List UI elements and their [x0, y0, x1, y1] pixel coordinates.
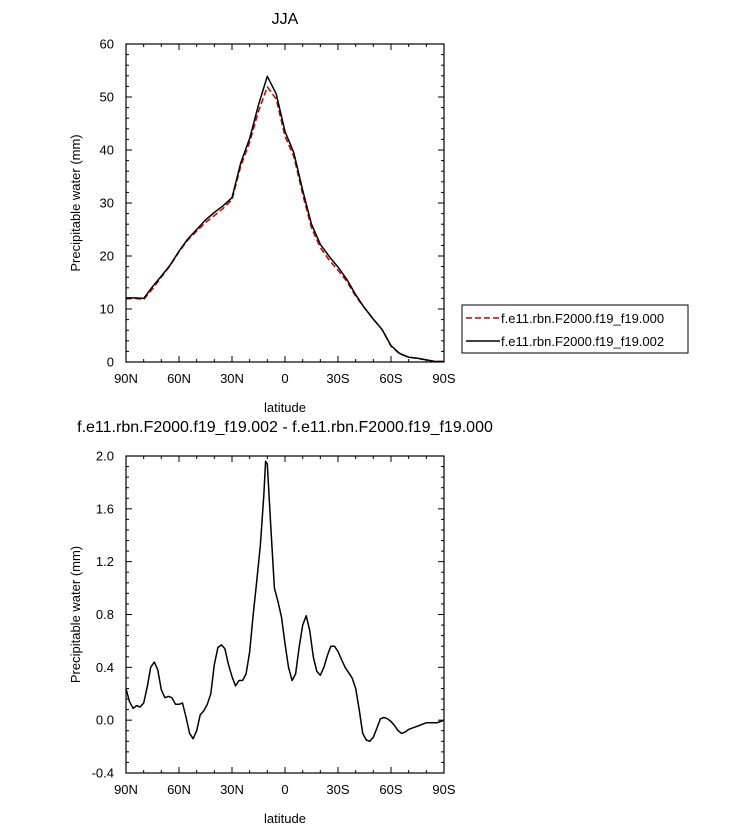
series-line-1	[125, 460, 445, 743]
x-tick-label: 0	[281, 371, 288, 386]
chart-2: f.e11.rbn.F2000.f19_f19.002 - f.e11.rbn.…	[68, 419, 493, 826]
x-axis-label: latitude	[264, 811, 306, 826]
x-tick-label: 30S	[326, 371, 349, 386]
y-tick-label: 10	[100, 302, 114, 317]
x-tick-label: 30N	[220, 782, 244, 797]
legend-box	[461, 304, 689, 354]
legend: f.e11.rbn.F2000.f19_f19.000 f.e11.rbn.F20…	[461, 304, 689, 354]
y-axis-label: Precipitable water (mm)	[68, 134, 83, 271]
x-tick-label: 60S	[379, 371, 402, 386]
x-tick-label: 90S	[432, 782, 455, 797]
y-tick-label: 20	[100, 249, 114, 264]
y-axis-label: Precipitable water (mm)	[68, 546, 83, 683]
x-tick-label: 60N	[167, 782, 191, 797]
chart-1: JJA 90N 60N 30N 0 30S 60S 90S 0 10 20 30 40 50 60 latit…	[68, 11, 689, 415]
y-tick-label: 1.6	[96, 501, 114, 516]
x-tick-label: 90N	[114, 371, 138, 386]
y-tick-label: 30	[100, 196, 114, 211]
plot-frame	[125, 455, 445, 774]
x-tick-label: 90N	[114, 782, 138, 797]
x-tick-label: 30N	[220, 371, 244, 386]
y-tick-label: 60	[100, 37, 114, 52]
chart-title: JJA	[272, 11, 299, 28]
series-line-2	[126, 75, 444, 363]
plot-frame	[125, 43, 445, 363]
legend-label-1: f.e11.rbn.F2000.f19_f19.000	[501, 311, 664, 326]
x-tick-label: 60S	[379, 782, 402, 797]
series-line-1	[125, 86, 444, 363]
x-tick-label: 90S	[432, 371, 455, 386]
y-tick-label: 0.0	[96, 713, 114, 728]
legend-label-2: f.e11.rbn.F2000.f19_f19.002	[501, 334, 664, 349]
y-tick-label: 50	[100, 90, 114, 105]
x-axis-label: latitude	[264, 400, 306, 415]
y-tick-label: 2.0	[96, 449, 114, 464]
chart-title: f.e11.rbn.F2000.f19_f19.002 - f.e11.rbn.…	[77, 419, 493, 436]
y-tick-label: 0.4	[96, 660, 114, 675]
y-tick-label: 0.8	[96, 607, 114, 622]
x-tick-label: 0	[281, 782, 288, 797]
y-tick-label: -0.4	[92, 766, 114, 781]
x-tick-label: 30S	[326, 782, 349, 797]
y-tick-label: 40	[100, 143, 114, 158]
y-tick-label: 0	[107, 355, 114, 370]
x-tick-label: 60N	[167, 371, 191, 386]
y-tick-label: 1.2	[96, 554, 114, 569]
